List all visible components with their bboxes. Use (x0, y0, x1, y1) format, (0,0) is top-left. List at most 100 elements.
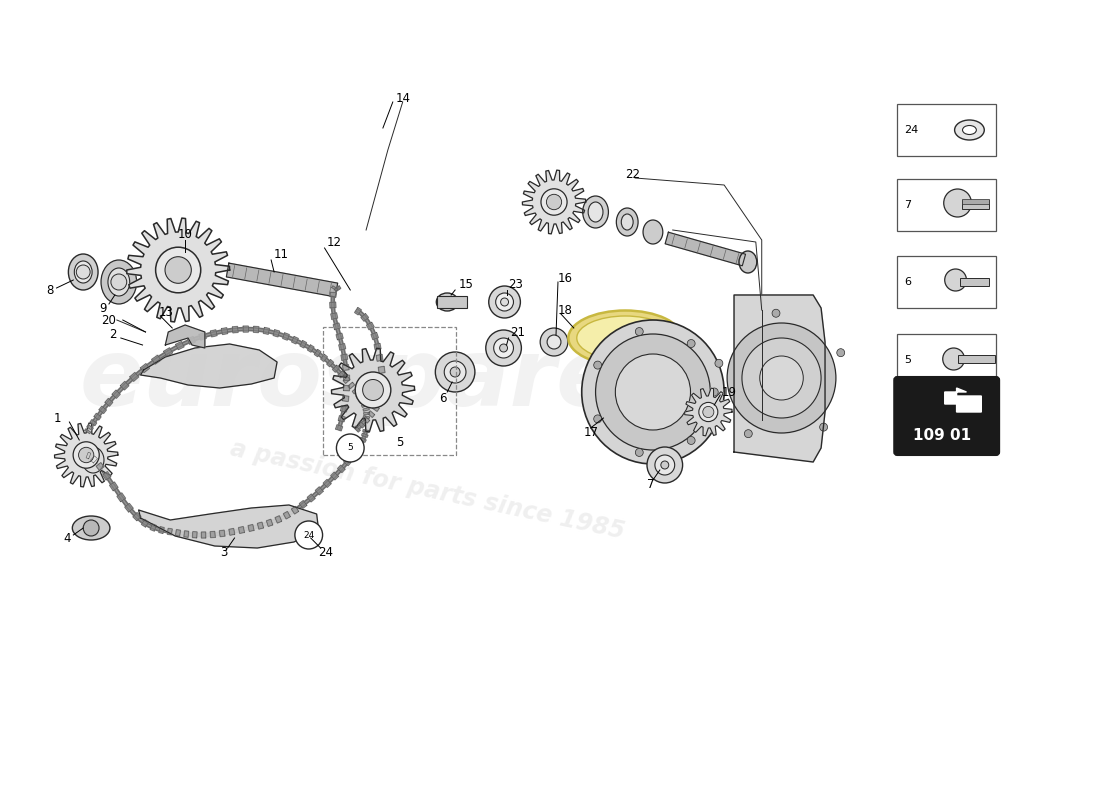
Text: 16: 16 (558, 271, 573, 285)
Polygon shape (199, 333, 207, 340)
Polygon shape (331, 313, 338, 319)
Circle shape (582, 320, 724, 464)
Polygon shape (327, 360, 333, 366)
Polygon shape (366, 322, 374, 330)
Circle shape (615, 354, 691, 430)
Circle shape (500, 298, 508, 306)
Text: eurospares: eurospares (79, 334, 676, 426)
Ellipse shape (108, 268, 130, 296)
Polygon shape (292, 506, 299, 514)
Text: 6: 6 (439, 391, 447, 405)
Polygon shape (187, 337, 196, 344)
Text: 9: 9 (99, 302, 107, 314)
Circle shape (703, 406, 714, 418)
Polygon shape (734, 295, 825, 462)
Polygon shape (229, 529, 234, 535)
Circle shape (711, 388, 718, 396)
Ellipse shape (82, 447, 104, 473)
Polygon shape (243, 326, 249, 332)
Polygon shape (150, 524, 156, 531)
Polygon shape (349, 453, 356, 459)
Polygon shape (359, 398, 365, 403)
Circle shape (688, 339, 695, 347)
Ellipse shape (644, 220, 663, 244)
Polygon shape (94, 414, 101, 420)
Polygon shape (364, 412, 370, 414)
Text: 4: 4 (64, 531, 70, 545)
Text: 1: 1 (54, 411, 60, 425)
Ellipse shape (616, 208, 638, 236)
Circle shape (654, 455, 674, 475)
Ellipse shape (101, 260, 136, 304)
Ellipse shape (75, 261, 92, 283)
Polygon shape (239, 526, 244, 534)
Polygon shape (300, 341, 307, 348)
Polygon shape (333, 323, 340, 330)
Polygon shape (110, 482, 118, 490)
Polygon shape (316, 486, 323, 495)
Polygon shape (354, 307, 362, 315)
Polygon shape (210, 330, 217, 337)
Circle shape (945, 269, 967, 291)
Polygon shape (379, 379, 386, 385)
Circle shape (772, 310, 780, 318)
Circle shape (295, 521, 322, 549)
Circle shape (698, 402, 718, 422)
Polygon shape (378, 366, 385, 374)
Text: 7: 7 (647, 478, 654, 491)
Polygon shape (343, 375, 350, 381)
Polygon shape (90, 419, 97, 426)
Polygon shape (227, 263, 338, 297)
Polygon shape (323, 479, 331, 487)
Text: 5: 5 (904, 355, 911, 365)
Circle shape (488, 286, 520, 318)
Circle shape (78, 447, 94, 462)
Polygon shape (176, 530, 180, 536)
Circle shape (450, 367, 460, 377)
Polygon shape (292, 337, 298, 344)
Polygon shape (99, 406, 107, 414)
Text: 24: 24 (304, 530, 315, 539)
Polygon shape (353, 447, 360, 454)
Text: a passion for parts since 1985: a passion for parts since 1985 (228, 436, 627, 544)
Polygon shape (332, 286, 338, 290)
Polygon shape (356, 393, 363, 398)
Circle shape (837, 349, 845, 357)
Polygon shape (343, 386, 350, 391)
Circle shape (944, 189, 971, 217)
Polygon shape (165, 325, 205, 348)
Circle shape (363, 379, 384, 401)
Polygon shape (341, 406, 348, 412)
Polygon shape (332, 365, 340, 372)
Polygon shape (142, 519, 148, 527)
Polygon shape (275, 516, 282, 523)
Circle shape (594, 361, 602, 369)
Polygon shape (299, 501, 307, 508)
Bar (961, 200, 989, 209)
Polygon shape (219, 530, 225, 537)
Polygon shape (339, 343, 345, 350)
Text: 109 01: 109 01 (913, 427, 971, 442)
FancyBboxPatch shape (898, 179, 997, 231)
Polygon shape (320, 354, 328, 362)
Ellipse shape (73, 516, 110, 540)
Ellipse shape (621, 214, 634, 230)
Circle shape (541, 189, 568, 215)
Circle shape (688, 437, 695, 445)
Circle shape (703, 406, 714, 418)
Text: 18: 18 (558, 303, 573, 317)
Polygon shape (85, 429, 90, 434)
Polygon shape (307, 345, 315, 352)
Polygon shape (331, 472, 339, 480)
Circle shape (76, 445, 96, 465)
Text: 14: 14 (396, 91, 410, 105)
Circle shape (73, 442, 99, 468)
Polygon shape (253, 326, 258, 333)
Circle shape (943, 348, 965, 370)
Polygon shape (120, 382, 129, 390)
Polygon shape (141, 344, 277, 388)
Text: 11: 11 (274, 249, 289, 262)
Polygon shape (352, 388, 359, 394)
Polygon shape (266, 519, 273, 526)
Circle shape (760, 356, 803, 400)
